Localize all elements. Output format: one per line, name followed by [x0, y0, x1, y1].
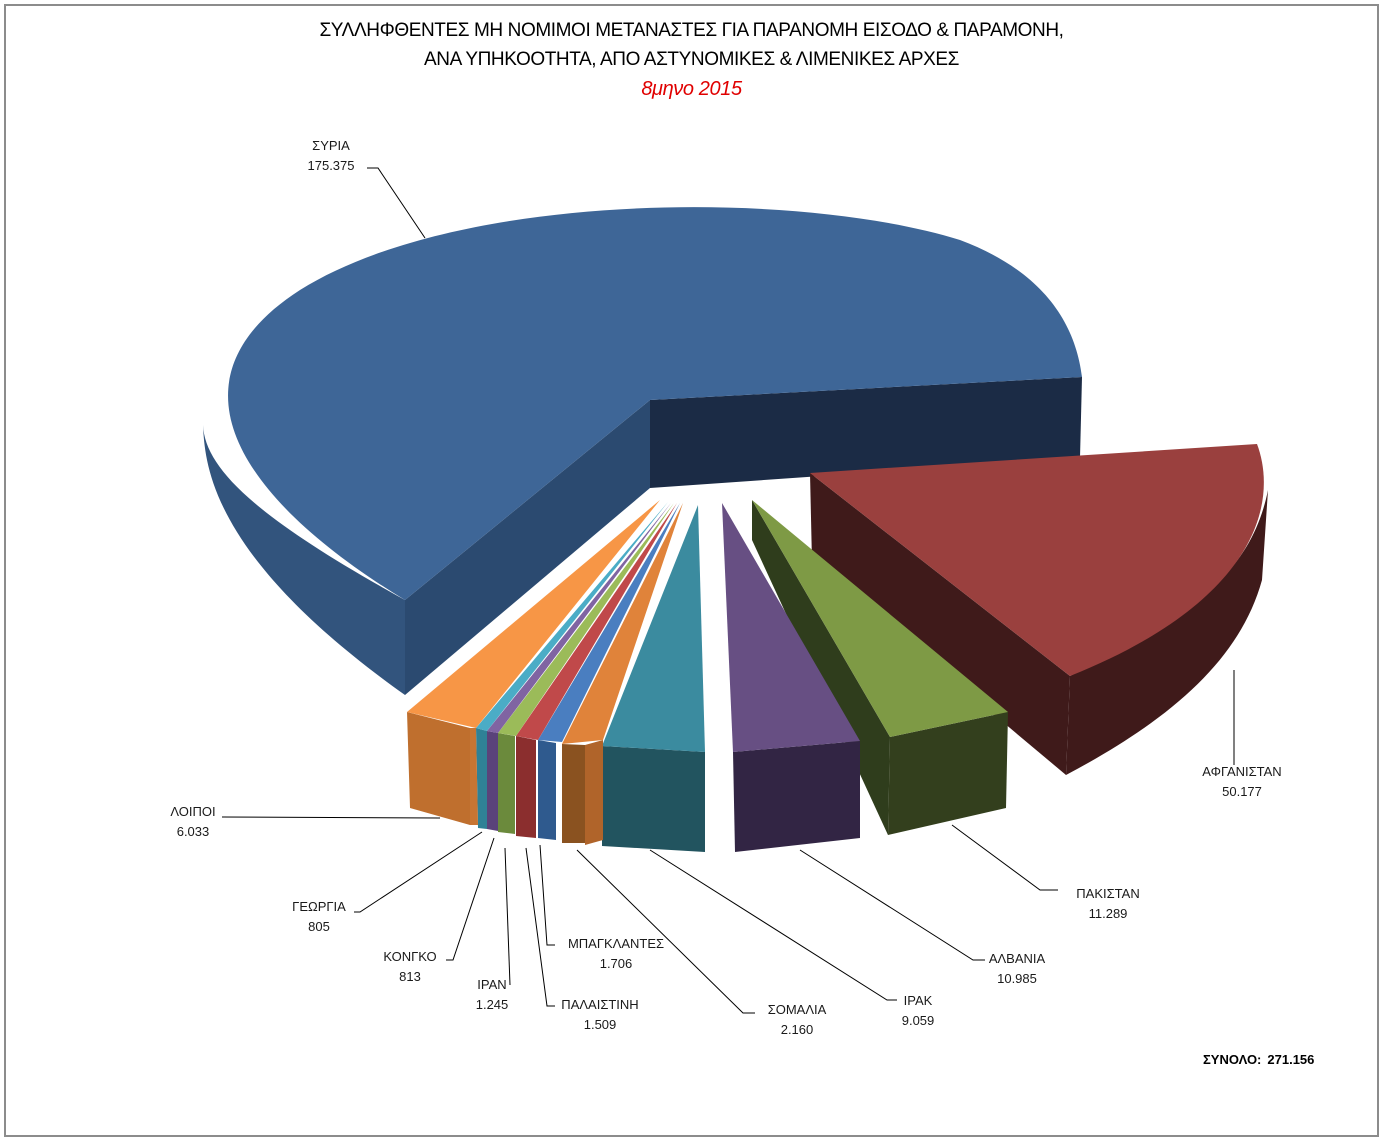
slice-iraq[interactable] — [602, 505, 705, 852]
chart-title-line2: ΑΝΑ ΥΠΗΚΟΟΤΗΤΑ, ΑΠΟ ΑΣΤΥΝΟΜΙΚΕΣ & ΛΙΜΕΝΙ… — [423, 49, 960, 70]
label-palestine: ΠΑΛΑΙΣΤΙΝΗ 1.509 — [561, 997, 639, 1032]
label-pakistan: ΠΑΚΙΣΤΑΝ 11.289 — [1076, 886, 1140, 921]
label-iraq: ΙΡΑΚ 9.059 — [901, 993, 935, 1028]
label-somalia: ΣΟΜΑΛΙΑ 2.160 — [767, 1002, 827, 1037]
total-label: ΣΥΝΟΛΟ: — [1203, 1052, 1262, 1067]
slice-albania[interactable] — [722, 503, 860, 852]
slice-georgia[interactable] — [476, 502, 668, 829]
label-afghanistan: ΑΦΓΑΝΙΣΤΑΝ 50.177 — [1202, 764, 1282, 799]
slice-others[interactable] — [407, 500, 660, 825]
total-annotation: ΣΥΝΟΛΟ: 271.156 — [1203, 1052, 1314, 1067]
label-bangladesh: ΜΠΑΓΚΛΑΝΤΕΣ 1.706 — [567, 936, 665, 971]
slice-syria[interactable] — [203, 207, 1082, 695]
label-syria: ΣΥΡΙΑ 175.375 — [307, 138, 355, 173]
label-iran: ΙΡΑΝ 1.245 — [475, 977, 509, 1012]
slice-palestine[interactable] — [516, 503, 677, 838]
slice-afghanistan[interactable] — [810, 444, 1268, 775]
slice-iran[interactable] — [498, 503, 674, 834]
chart-subtitle: 8μηνο 2015 — [641, 78, 742, 100]
label-albania: ΑΛΒΑΝΙΑ 10.985 — [988, 951, 1046, 986]
chart-title-line1: ΣΥΛΛΗΦΘΕΝΤΕΣ ΜΗ ΝΟΜΙΜΟΙ ΜΕΤΑΝΑΣΤΕΣ ΓΙΑ Π… — [319, 20, 1064, 41]
leader-lines — [221, 167, 1235, 1014]
label-congo: ΚΟΝΓΚΟ 813 — [383, 949, 437, 984]
slice-congo[interactable] — [487, 503, 671, 831]
label-others: ΛΟΙΠΟΙ 6.033 — [170, 804, 216, 839]
slice-bangladesh[interactable] — [538, 503, 680, 840]
total-value: 271.156 — [1267, 1052, 1315, 1067]
label-georgia: ΓΕΩΡΓΙΑ 805 — [292, 899, 346, 934]
slice-somalia[interactable] — [562, 503, 683, 845]
